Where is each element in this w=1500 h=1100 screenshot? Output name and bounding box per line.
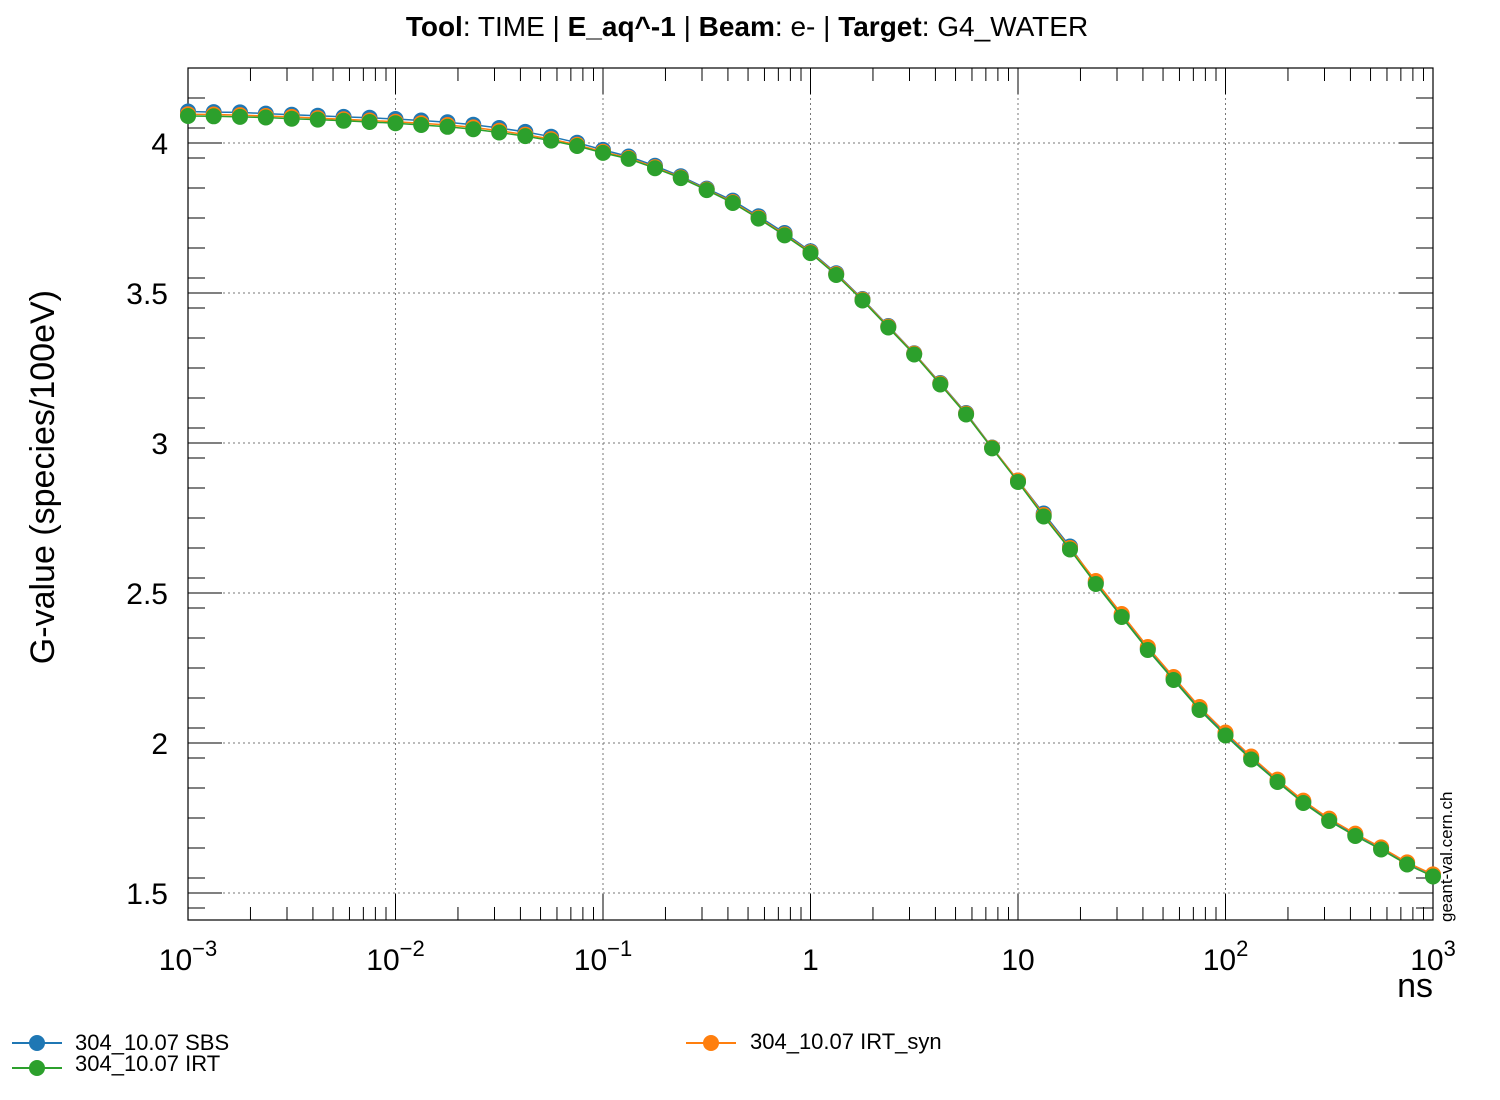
data-point-irt (958, 406, 975, 423)
data-point-irt (517, 128, 534, 145)
y-tick-label: 4 (151, 128, 168, 161)
legend-marker-irt-syn (703, 1035, 719, 1051)
data-point-irt (932, 376, 949, 393)
x-tick-label: 103 (1410, 936, 1456, 977)
series-irt (180, 108, 1441, 885)
data-point-irt (750, 210, 767, 227)
data-point-irt (880, 319, 897, 336)
legend-item-irt: 304_10.07 IRT (12, 1051, 220, 1076)
legend-label-irt: 304_10.07 IRT (75, 1051, 220, 1076)
data-point-irt (491, 124, 508, 141)
data-point-irt (1269, 774, 1286, 790)
data-point-irt (984, 440, 1001, 457)
x-tick-label: 10−1 (574, 936, 632, 977)
title-sep: | (676, 11, 699, 42)
y-tick-label: 2.5 (126, 578, 168, 611)
y-tick-label: 3 (151, 428, 168, 461)
data-point-irt (361, 114, 378, 130)
data-point-irt (1243, 751, 1260, 768)
data-point-irt (854, 292, 871, 309)
data-point-irt (387, 115, 404, 132)
y-tick-label: 2 (151, 728, 168, 761)
x-tick-label: 10−2 (366, 936, 424, 977)
data-point-irt (465, 121, 482, 138)
x-axis-title: ns (1397, 967, 1433, 1005)
data-point-irt (309, 111, 326, 128)
data-point-irt (1165, 672, 1182, 688)
y-tick-label: 3.5 (126, 278, 168, 311)
data-point-irt (1321, 813, 1338, 829)
plot-frame (187, 67, 1434, 921)
data-point-irt (1113, 609, 1130, 625)
chart-title: Tool: TIME | E_aq^-1 | Beam: e- | Target… (406, 11, 1088, 42)
axis-ticks (187, 68, 1434, 920)
legend-label-irt-syn: 304_10.07 IRT_syn (750, 1029, 942, 1054)
data-point-irt (698, 182, 715, 199)
y-axis-title: G-value (species/100eV) (24, 290, 62, 664)
title-tool-value: : TIME | (463, 11, 568, 42)
data-point-irt (802, 245, 819, 262)
data-point-irt (283, 110, 300, 127)
grid-lines (188, 68, 1433, 920)
legend-label-sbs: 304_10.07 SBS (75, 1030, 229, 1055)
data-point-irt (776, 227, 793, 244)
title-tool-label: Tool (406, 11, 463, 42)
series-layer (180, 103, 1441, 885)
legend-marker-irt (29, 1060, 45, 1076)
data-point-irt (672, 170, 689, 187)
legend-item-irt-syn: 304_10.07 IRT_syn (686, 1029, 942, 1054)
data-point-irt (335, 112, 352, 129)
legend-marker-sbs (29, 1035, 45, 1051)
data-point-irt (620, 150, 637, 167)
data-point-irt (1035, 508, 1052, 525)
title-target-label: Target (838, 11, 922, 42)
x-tick-label: 102 (1203, 936, 1249, 977)
data-point-irt (1139, 642, 1156, 658)
data-point-irt (1062, 541, 1078, 558)
data-point-irt (413, 117, 430, 133)
data-point-irt (1399, 856, 1416, 873)
data-point-irt (439, 118, 456, 135)
data-point-irt (647, 160, 663, 177)
data-point-irt (1425, 868, 1441, 885)
legend: 304_10.07 SBS 304_10.07 IRT 304_10.07 IR… (12, 1029, 942, 1076)
data-point-irt (1373, 841, 1390, 858)
data-point-irt (1191, 702, 1208, 718)
data-point-irt (1217, 727, 1234, 744)
title-target-value: : G4_WATER (922, 11, 1088, 42)
x-tick-label: 1 (802, 944, 819, 977)
data-point-irt (595, 144, 611, 161)
legend-item-sbs: 304_10.07 SBS (12, 1030, 229, 1055)
data-point-irt (828, 267, 845, 283)
x-tick-label: 10 (1001, 944, 1034, 977)
data-point-irt (906, 346, 923, 363)
data-point-irt (232, 108, 248, 125)
data-point-irt (1295, 795, 1312, 811)
data-point-irt (569, 138, 586, 154)
data-point-irt (257, 109, 274, 126)
data-point-irt (180, 108, 196, 124)
data-point-irt (724, 195, 741, 211)
title-species-label: E_aq^-1 (568, 11, 676, 42)
data-point-irt (543, 132, 560, 149)
y-tick-label: 1.5 (126, 878, 168, 911)
data-point-irt (1347, 828, 1364, 844)
data-point-irt (1010, 474, 1026, 490)
tick-labels: 10−3 10−2 10−1 1 10 102 103 1.5 2 2.5 3 3.5 4 (126, 128, 1456, 977)
x-tick-label: 10−3 (159, 936, 217, 977)
data-point-irt (1087, 576, 1104, 592)
data-point-irt (205, 108, 222, 125)
watermark: geant-val.cern.ch (1437, 792, 1456, 922)
title-beam-value: : e- | (775, 11, 838, 42)
title-beam-label: Beam (699, 11, 775, 42)
